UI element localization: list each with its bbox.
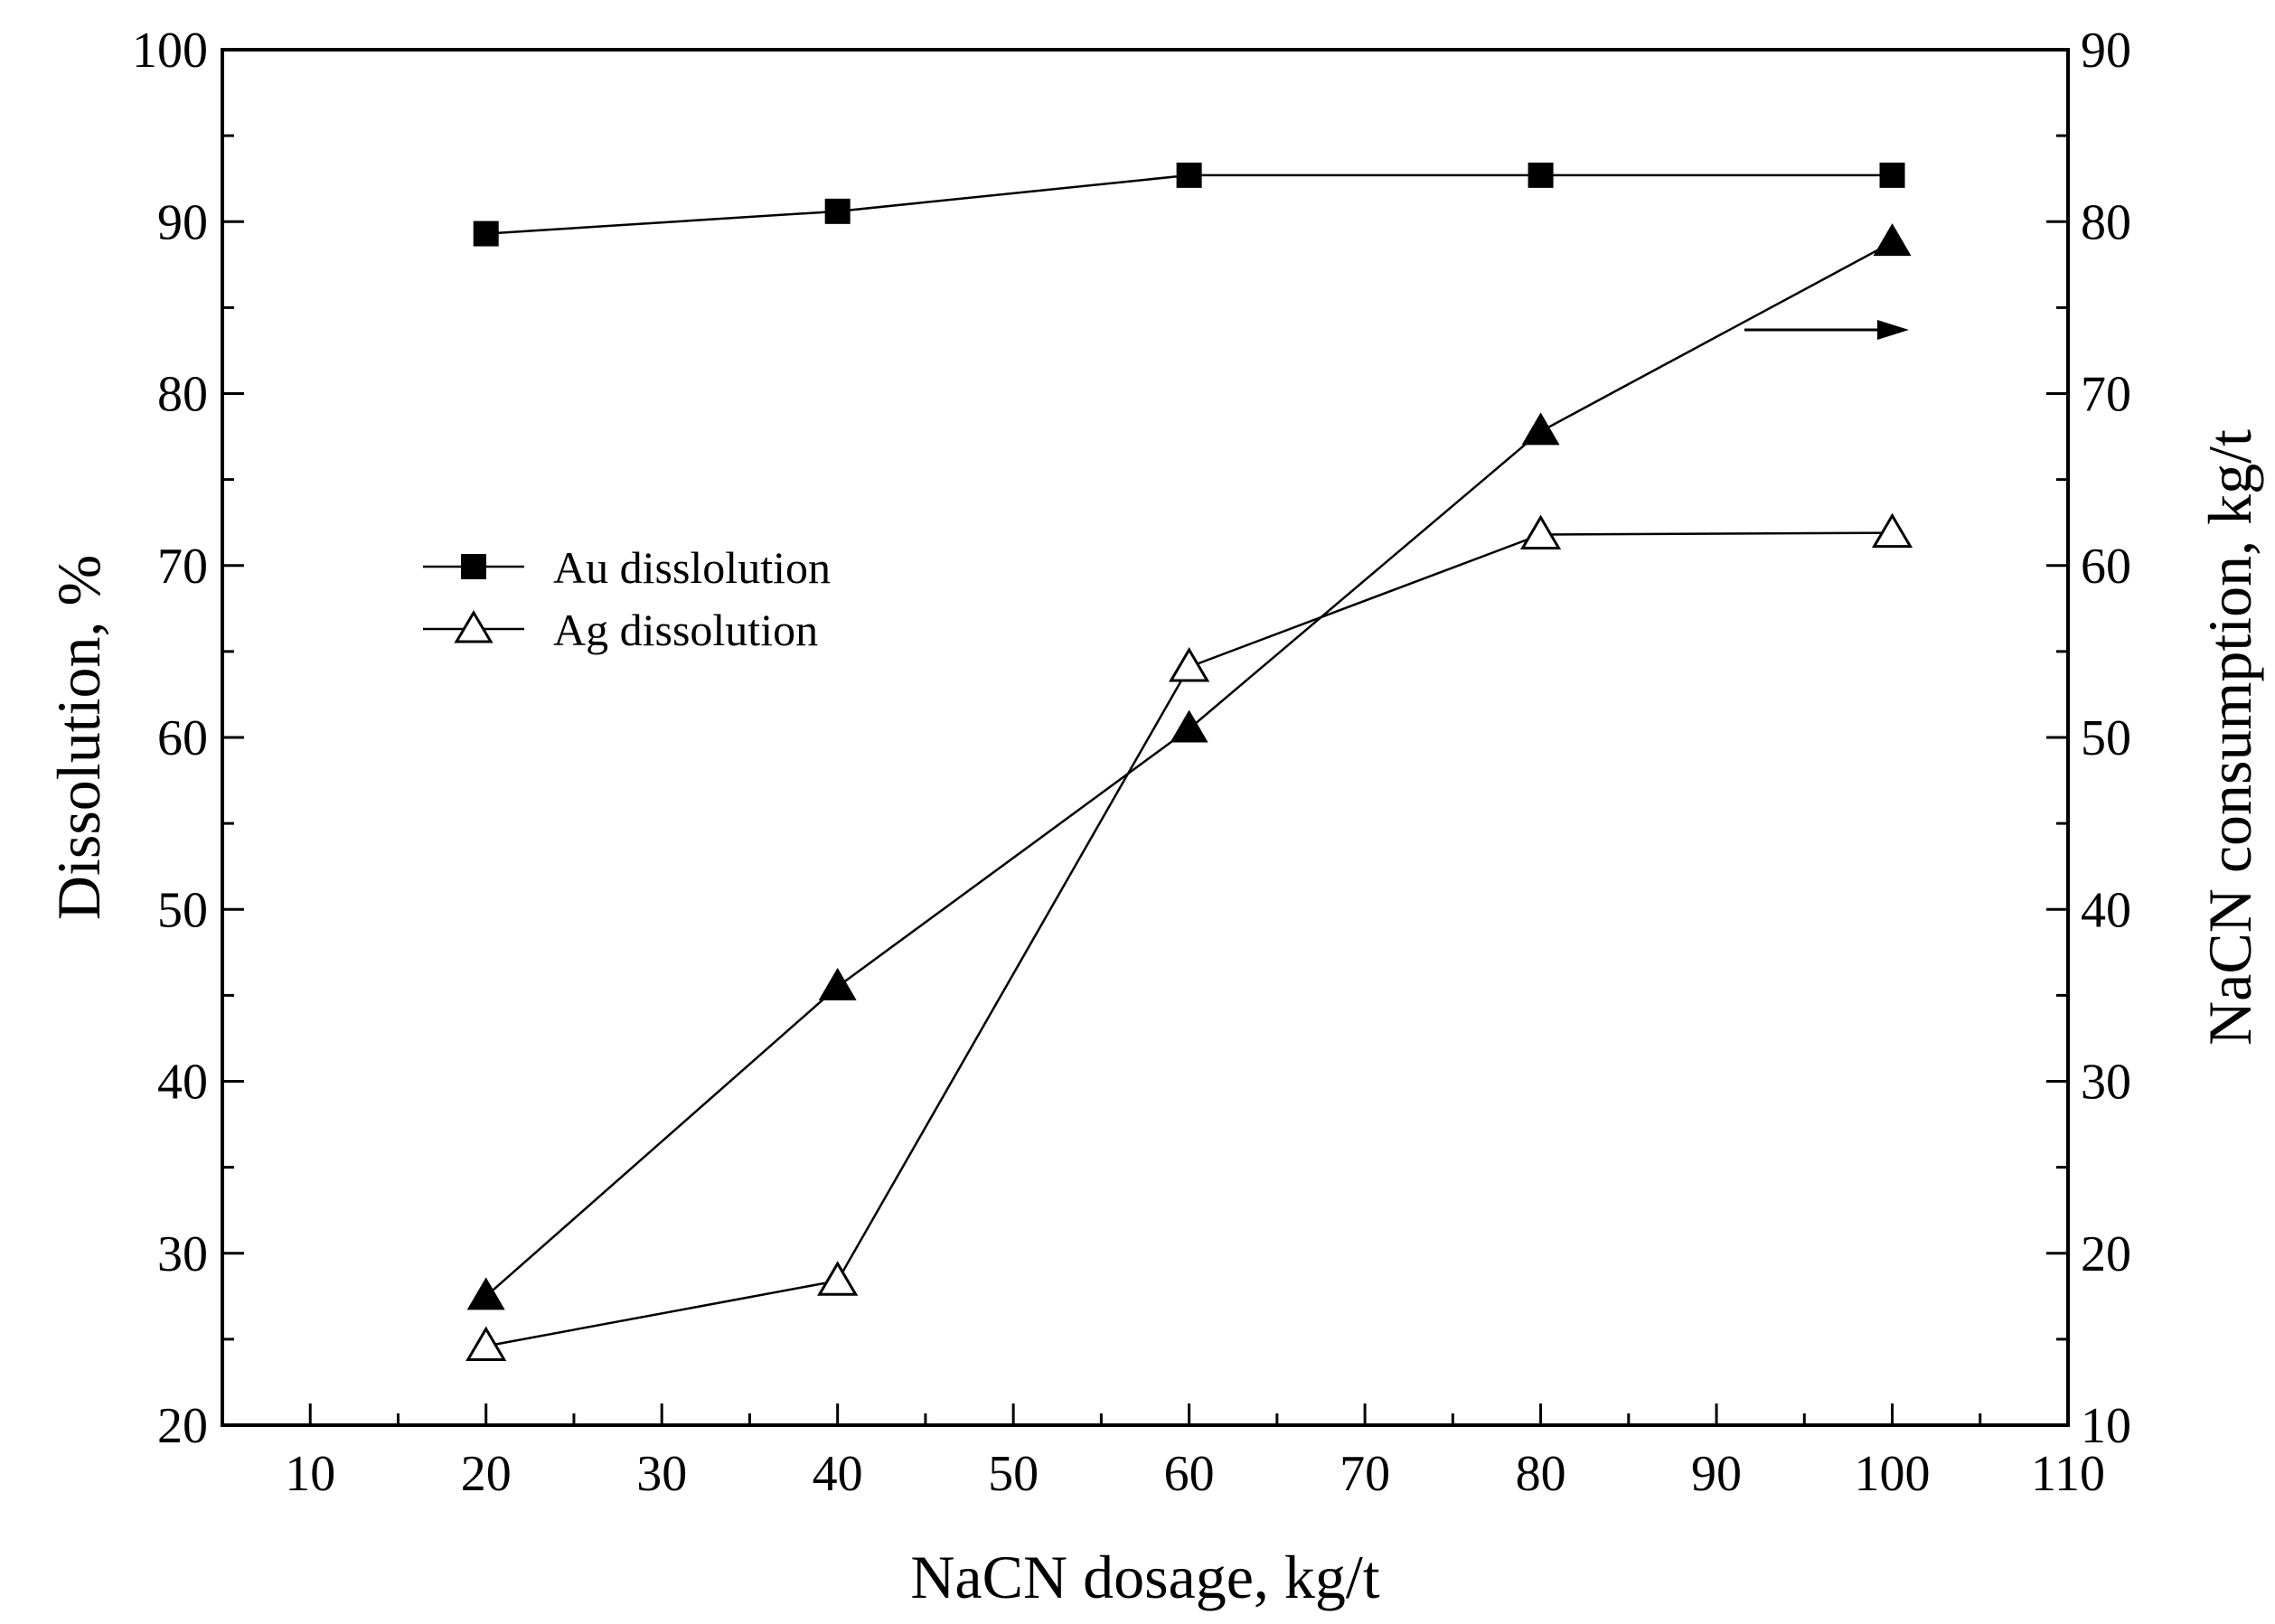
y2-axis-title: NaCN consumption, kg/t — [2195, 429, 2264, 1046]
legend-label-au: Au disslolution — [553, 542, 831, 593]
nacn-point — [818, 967, 857, 1000]
y-tick-label: 80 — [157, 367, 208, 423]
nacn-point — [1170, 709, 1208, 743]
x-tick-label: 30 — [636, 1446, 687, 1502]
au-point — [1176, 162, 1202, 188]
legend-marker-ag — [454, 610, 494, 643]
legend-label-ag: Ag dissolution — [553, 605, 818, 655]
nacn-point — [1873, 223, 1912, 257]
nacn-point — [466, 1277, 505, 1310]
x-tick-label: 40 — [813, 1446, 863, 1502]
y2-tick-label: 70 — [2081, 367, 2131, 423]
x-tick-label: 20 — [461, 1446, 512, 1502]
y2-tick-label: 40 — [2081, 882, 2131, 938]
y-tick-label: 90 — [157, 194, 208, 250]
x-tick-label: 50 — [988, 1446, 1039, 1502]
y2-tick-label: 60 — [2081, 539, 2131, 595]
au-point — [824, 198, 851, 224]
ag-point — [1168, 647, 1210, 682]
legend-marker-au — [461, 554, 486, 579]
x-tick-label: 70 — [1340, 1446, 1390, 1502]
x-axis-title: NaCN dosage, kg/t — [910, 1543, 1379, 1611]
ag-point — [817, 1261, 859, 1296]
x-tick-label: 60 — [1164, 1446, 1215, 1502]
ag-point — [1519, 514, 1562, 550]
x-tick-label: 90 — [1691, 1446, 1742, 1502]
y-axis-title: Dissolution, % — [44, 555, 113, 920]
y2-tick-label: 80 — [2081, 194, 2131, 250]
ag-point — [1871, 512, 1913, 549]
y-tick-label: 60 — [157, 710, 208, 766]
y-tick-label: 30 — [157, 1226, 208, 1282]
y-tick-label: 20 — [157, 1398, 208, 1454]
ag-point — [465, 1326, 507, 1361]
au-point — [1879, 162, 1905, 188]
y2-tick-label: 50 — [2081, 710, 2131, 766]
y2-tick-label: 20 — [2081, 1226, 2131, 1282]
y2-tick-label: 10 — [2081, 1398, 2131, 1454]
plot-frame — [221, 48, 2070, 1427]
right-axis-arrow — [1744, 320, 1909, 340]
series-line-2 — [484, 240, 1894, 1298]
y-tick-label: 40 — [157, 1055, 208, 1111]
legend: Au disslolution Ag dissolution — [423, 542, 831, 655]
y2-tick-label: 30 — [2081, 1055, 2131, 1111]
x-tick-label: 10 — [285, 1446, 335, 1502]
au-point — [473, 221, 499, 247]
au-point — [1528, 162, 1554, 188]
y-tick-label: 100 — [132, 23, 208, 79]
x-tick-label: 100 — [1855, 1446, 1931, 1502]
x-tick-label: 110 — [2031, 1446, 2105, 1502]
y2-tick-label: 90 — [2081, 23, 2131, 79]
nacn-point — [1521, 412, 1560, 446]
x-tick-label: 80 — [1516, 1446, 1566, 1502]
y-tick-label: 70 — [157, 539, 208, 595]
y-tick-label: 50 — [157, 882, 208, 938]
